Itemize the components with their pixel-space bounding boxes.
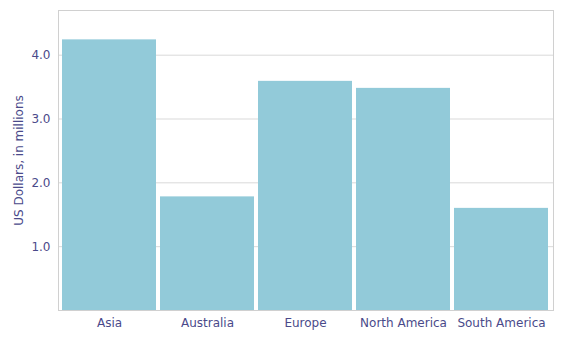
svg-text:2.0: 2.0: [31, 176, 50, 190]
svg-text:US Dollars, in millions: US Dollars, in millions: [12, 95, 26, 226]
svg-text:South America: South America: [457, 316, 545, 330]
svg-text:1.0: 1.0: [31, 240, 50, 254]
svg-text:Australia: Australia: [181, 316, 234, 330]
svg-text:North America: North America: [360, 316, 447, 330]
svg-text:Europe: Europe: [284, 316, 326, 330]
svg-text:4.0: 4.0: [31, 48, 50, 62]
svg-text:Asia: Asia: [97, 316, 122, 330]
svg-text:3.0: 3.0: [31, 112, 50, 126]
